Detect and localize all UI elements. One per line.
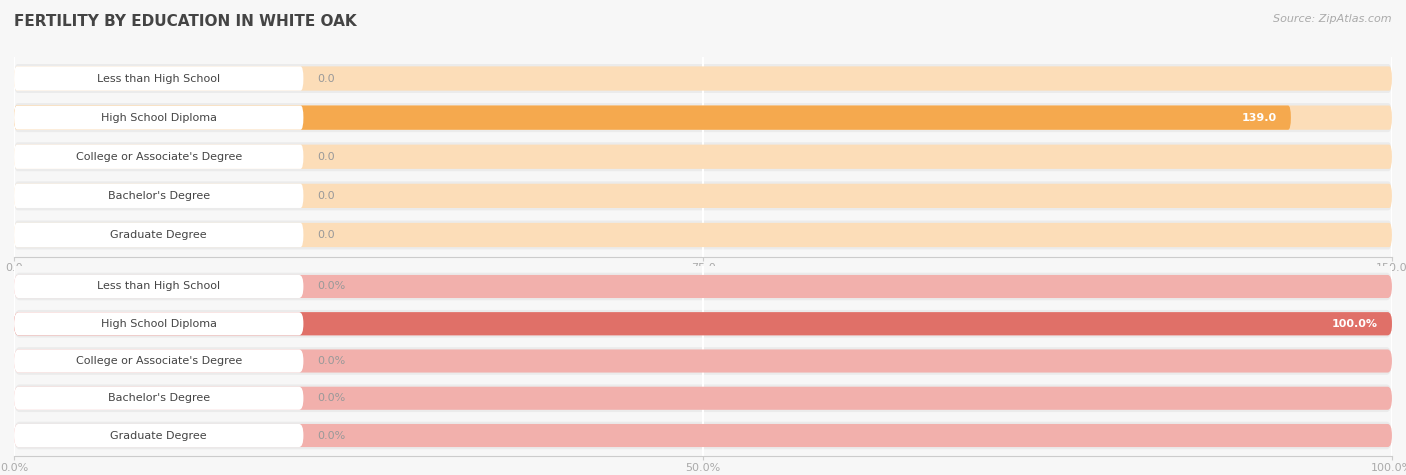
Text: Graduate Degree: Graduate Degree xyxy=(111,230,207,240)
Text: 139.0: 139.0 xyxy=(1241,113,1277,123)
FancyBboxPatch shape xyxy=(14,103,1392,132)
Text: High School Diploma: High School Diploma xyxy=(101,113,217,123)
Text: 0.0%: 0.0% xyxy=(318,430,346,440)
FancyBboxPatch shape xyxy=(14,347,1392,375)
Text: Source: ZipAtlas.com: Source: ZipAtlas.com xyxy=(1274,14,1392,24)
FancyBboxPatch shape xyxy=(14,105,304,130)
Text: Graduate Degree: Graduate Degree xyxy=(111,430,207,440)
Text: 0.0%: 0.0% xyxy=(318,356,346,366)
Text: College or Associate's Degree: College or Associate's Degree xyxy=(76,356,242,366)
Text: 0.0: 0.0 xyxy=(318,230,335,240)
Text: FERTILITY BY EDUCATION IN WHITE OAK: FERTILITY BY EDUCATION IN WHITE OAK xyxy=(14,14,357,29)
FancyBboxPatch shape xyxy=(14,275,304,298)
FancyBboxPatch shape xyxy=(14,105,1291,130)
FancyBboxPatch shape xyxy=(14,312,1392,335)
FancyBboxPatch shape xyxy=(14,384,1392,412)
FancyBboxPatch shape xyxy=(14,350,1392,372)
Text: 0.0: 0.0 xyxy=(318,152,335,162)
Text: 100.0%: 100.0% xyxy=(1331,319,1378,329)
FancyBboxPatch shape xyxy=(14,144,1392,169)
FancyBboxPatch shape xyxy=(14,223,1392,247)
Text: High School Diploma: High School Diploma xyxy=(101,319,217,329)
Text: Bachelor's Degree: Bachelor's Degree xyxy=(108,191,209,201)
FancyBboxPatch shape xyxy=(14,350,304,372)
FancyBboxPatch shape xyxy=(14,424,1392,447)
FancyBboxPatch shape xyxy=(14,105,1392,130)
FancyBboxPatch shape xyxy=(14,184,304,208)
FancyBboxPatch shape xyxy=(14,66,1392,91)
FancyBboxPatch shape xyxy=(14,181,1392,210)
FancyBboxPatch shape xyxy=(14,142,1392,171)
Text: 0.0%: 0.0% xyxy=(318,393,346,403)
Text: 0.0%: 0.0% xyxy=(318,282,346,292)
FancyBboxPatch shape xyxy=(14,275,1392,298)
FancyBboxPatch shape xyxy=(14,223,304,247)
FancyBboxPatch shape xyxy=(14,144,304,169)
FancyBboxPatch shape xyxy=(14,310,1392,338)
Text: 0.0: 0.0 xyxy=(318,74,335,84)
FancyBboxPatch shape xyxy=(14,273,1392,300)
FancyBboxPatch shape xyxy=(14,387,1392,410)
FancyBboxPatch shape xyxy=(14,312,1392,335)
Text: Bachelor's Degree: Bachelor's Degree xyxy=(108,393,209,403)
Text: Less than High School: Less than High School xyxy=(97,282,221,292)
FancyBboxPatch shape xyxy=(14,220,1392,249)
FancyBboxPatch shape xyxy=(14,184,1392,208)
FancyBboxPatch shape xyxy=(14,422,1392,449)
Text: Less than High School: Less than High School xyxy=(97,74,221,84)
FancyBboxPatch shape xyxy=(14,64,1392,93)
Text: 0.0: 0.0 xyxy=(318,191,335,201)
FancyBboxPatch shape xyxy=(14,424,304,447)
FancyBboxPatch shape xyxy=(14,66,304,91)
FancyBboxPatch shape xyxy=(14,387,304,410)
FancyBboxPatch shape xyxy=(14,312,304,335)
Text: College or Associate's Degree: College or Associate's Degree xyxy=(76,152,242,162)
